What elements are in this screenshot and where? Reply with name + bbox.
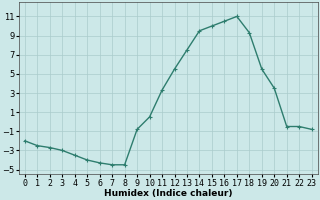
X-axis label: Humidex (Indice chaleur): Humidex (Indice chaleur) — [104, 189, 233, 198]
